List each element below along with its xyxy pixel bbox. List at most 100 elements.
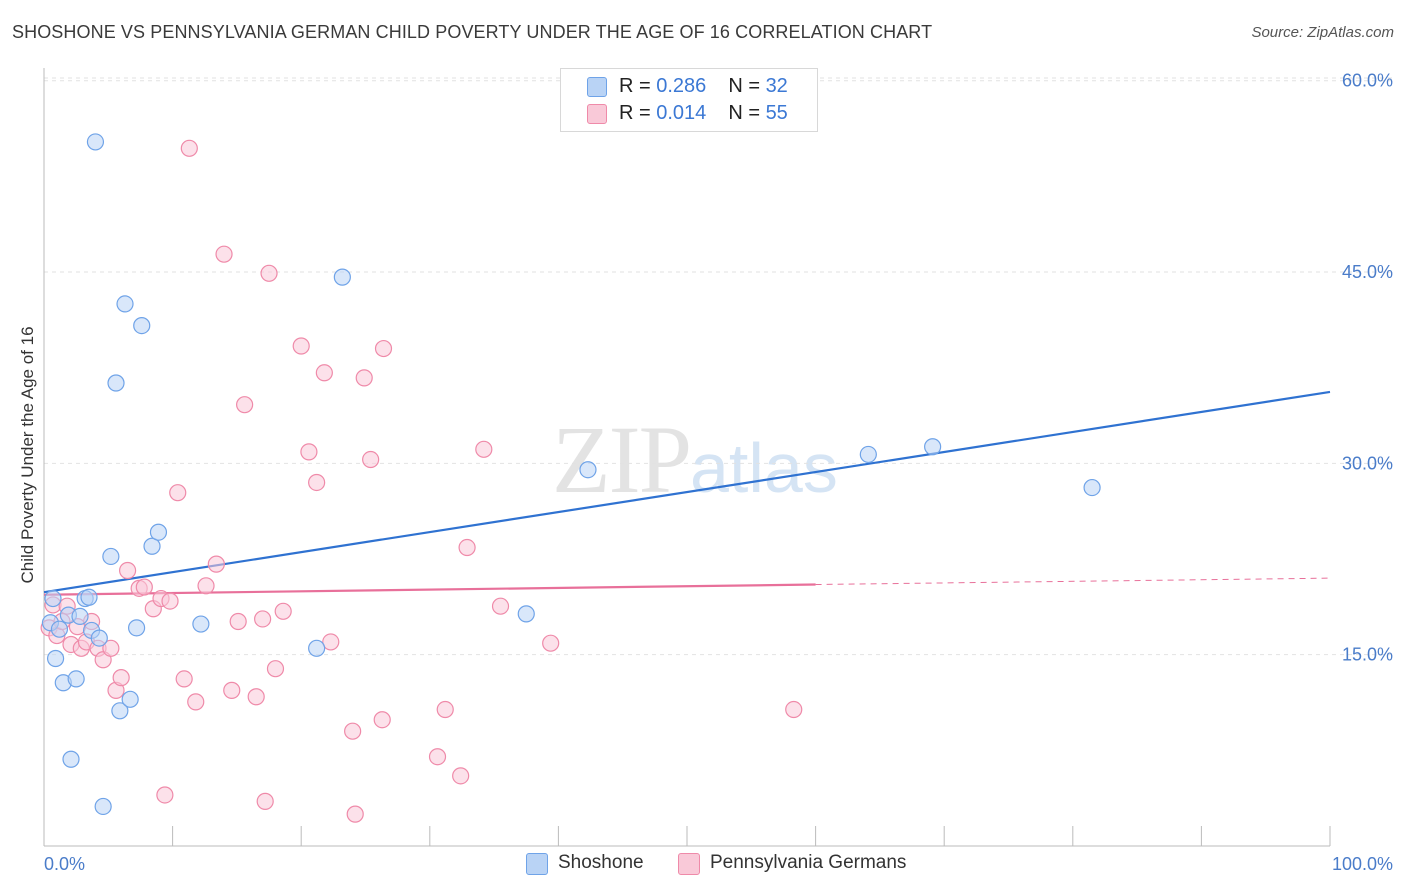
legend-box: R = 0.286 N = 32 R = 0.014 N = 55	[560, 68, 818, 132]
legend-r-label: R =	[619, 75, 657, 97]
chart-title: SHOSHONE VS PENNSYLVANIA GERMAN CHILD PO…	[12, 22, 933, 42]
point-shoshone	[192, 615, 210, 633]
y-tick-label: 45.0%	[1342, 262, 1393, 282]
point-shoshone	[90, 629, 108, 647]
point-shoshone	[517, 605, 535, 623]
point-pennsylvania-germans	[175, 670, 193, 688]
point-shoshone	[46, 649, 65, 668]
series-pennsylvania-germans	[40, 139, 803, 823]
point-pennsylvania-germans	[274, 602, 292, 620]
point-shoshone	[127, 619, 146, 637]
point-shoshone	[67, 670, 85, 688]
y-tick-label: 60.0%	[1342, 71, 1393, 91]
point-pennsylvania-germans	[187, 693, 205, 711]
point-shoshone	[333, 268, 351, 286]
point-shoshone	[94, 797, 112, 816]
axes	[43, 68, 1331, 847]
trendline-shoshone	[43, 390, 1331, 594]
legend-n-value-penn: 55	[765, 102, 788, 124]
point-shoshone	[149, 523, 168, 541]
point-shoshone	[62, 750, 80, 768]
point-pennsylvania-germans	[118, 561, 137, 580]
watermark-atlas: atlas	[690, 429, 838, 507]
point-pennsylvania-germans	[102, 639, 120, 657]
point-pennsylvania-germans	[436, 700, 454, 719]
legend-n-label: N =	[728, 102, 766, 124]
point-shoshone	[143, 537, 161, 555]
point-pennsylvania-germans	[236, 396, 254, 414]
y-tick-label: 30.0%	[1342, 453, 1393, 473]
point-shoshone	[44, 589, 62, 608]
point-pennsylvania-germans	[223, 681, 241, 699]
point-pennsylvania-germans	[475, 440, 493, 458]
point-pennsylvania-germans	[247, 688, 265, 706]
point-shoshone	[1083, 478, 1101, 497]
point-pennsylvania-germans	[207, 555, 225, 573]
point-pennsylvania-germans	[156, 786, 174, 804]
point-pennsylvania-germans	[322, 633, 340, 651]
point-shoshone	[121, 690, 139, 708]
point-pennsylvania-germans	[362, 450, 380, 469]
legend-r-value-shoshone: 0.286	[656, 75, 707, 97]
point-pennsylvania-germans	[373, 711, 391, 729]
point-pennsylvania-germans	[112, 669, 130, 687]
bottom-legend-label-penn: Pennsylvania Germans	[710, 852, 907, 873]
legend-n-label: N =	[728, 75, 766, 97]
point-pennsylvania-germans	[315, 364, 333, 382]
point-shoshone	[308, 639, 326, 657]
point-pennsylvania-germans	[229, 612, 247, 631]
legend-r-value-penn: 0.014	[656, 102, 707, 124]
point-pennsylvania-germans	[491, 597, 510, 615]
point-pennsylvania-germans	[260, 264, 278, 282]
point-shoshone	[116, 295, 134, 313]
point-shoshone	[86, 133, 105, 151]
point-pennsylvania-germans	[300, 443, 318, 461]
point-pennsylvania-germans	[169, 484, 187, 502]
x-tick-label: 100.0%	[1332, 854, 1393, 874]
point-pennsylvania-germans	[458, 538, 476, 557]
point-pennsylvania-germans	[785, 700, 803, 719]
bottom-legend-label-shoshone: Shoshone	[558, 852, 644, 873]
tick-labels: 15.0% 30.0% 45.0% 60.0% 0.0% 100.0%	[44, 71, 1393, 874]
point-pennsylvania-germans	[374, 339, 393, 358]
series-shoshone	[41, 133, 1101, 816]
point-shoshone	[859, 445, 877, 464]
source-label: Source: ZipAtlas.com	[1251, 24, 1394, 41]
point-shoshone	[80, 588, 98, 606]
point-pennsylvania-germans	[254, 610, 272, 628]
point-pennsylvania-germans	[346, 805, 364, 823]
point-shoshone	[71, 607, 89, 626]
point-pennsylvania-germans	[215, 245, 233, 263]
point-shoshone	[111, 702, 129, 720]
point-pennsylvania-germans	[292, 337, 310, 355]
point-pennsylvania-germans	[452, 767, 470, 785]
point-pennsylvania-germans	[542, 634, 560, 652]
point-pennsylvania-germans	[135, 578, 153, 596]
point-pennsylvania-germans	[266, 660, 285, 678]
trendlines	[43, 390, 1331, 596]
point-shoshone	[107, 374, 125, 392]
y-tick-label: 15.0%	[1342, 645, 1393, 665]
legend-swatch-shoshone	[587, 77, 607, 97]
point-shoshone	[924, 438, 942, 456]
point-pennsylvania-germans	[161, 592, 179, 610]
point-pennsylvania-germans	[197, 577, 215, 595]
legend-r-label: R =	[619, 102, 657, 124]
point-shoshone	[133, 316, 151, 335]
point-shoshone	[579, 461, 597, 479]
legend-swatch-penn	[587, 104, 607, 124]
trendline-pennsylvania-germans	[815, 577, 1331, 586]
point-pennsylvania-germans	[428, 748, 447, 766]
point-pennsylvania-germans	[355, 369, 373, 387]
gridlines	[44, 77, 1394, 656]
point-pennsylvania-germans	[256, 792, 274, 810]
point-pennsylvania-germans	[344, 722, 362, 740]
point-shoshone	[50, 620, 69, 638]
bottom-legend-swatch-penn	[678, 853, 700, 875]
point-pennsylvania-germans	[308, 473, 326, 492]
legend-n-value-shoshone: 32	[765, 75, 788, 97]
bottom-legend-swatch-shoshone	[526, 853, 548, 875]
point-pennsylvania-germans	[180, 139, 198, 157]
point-shoshone	[102, 547, 120, 566]
